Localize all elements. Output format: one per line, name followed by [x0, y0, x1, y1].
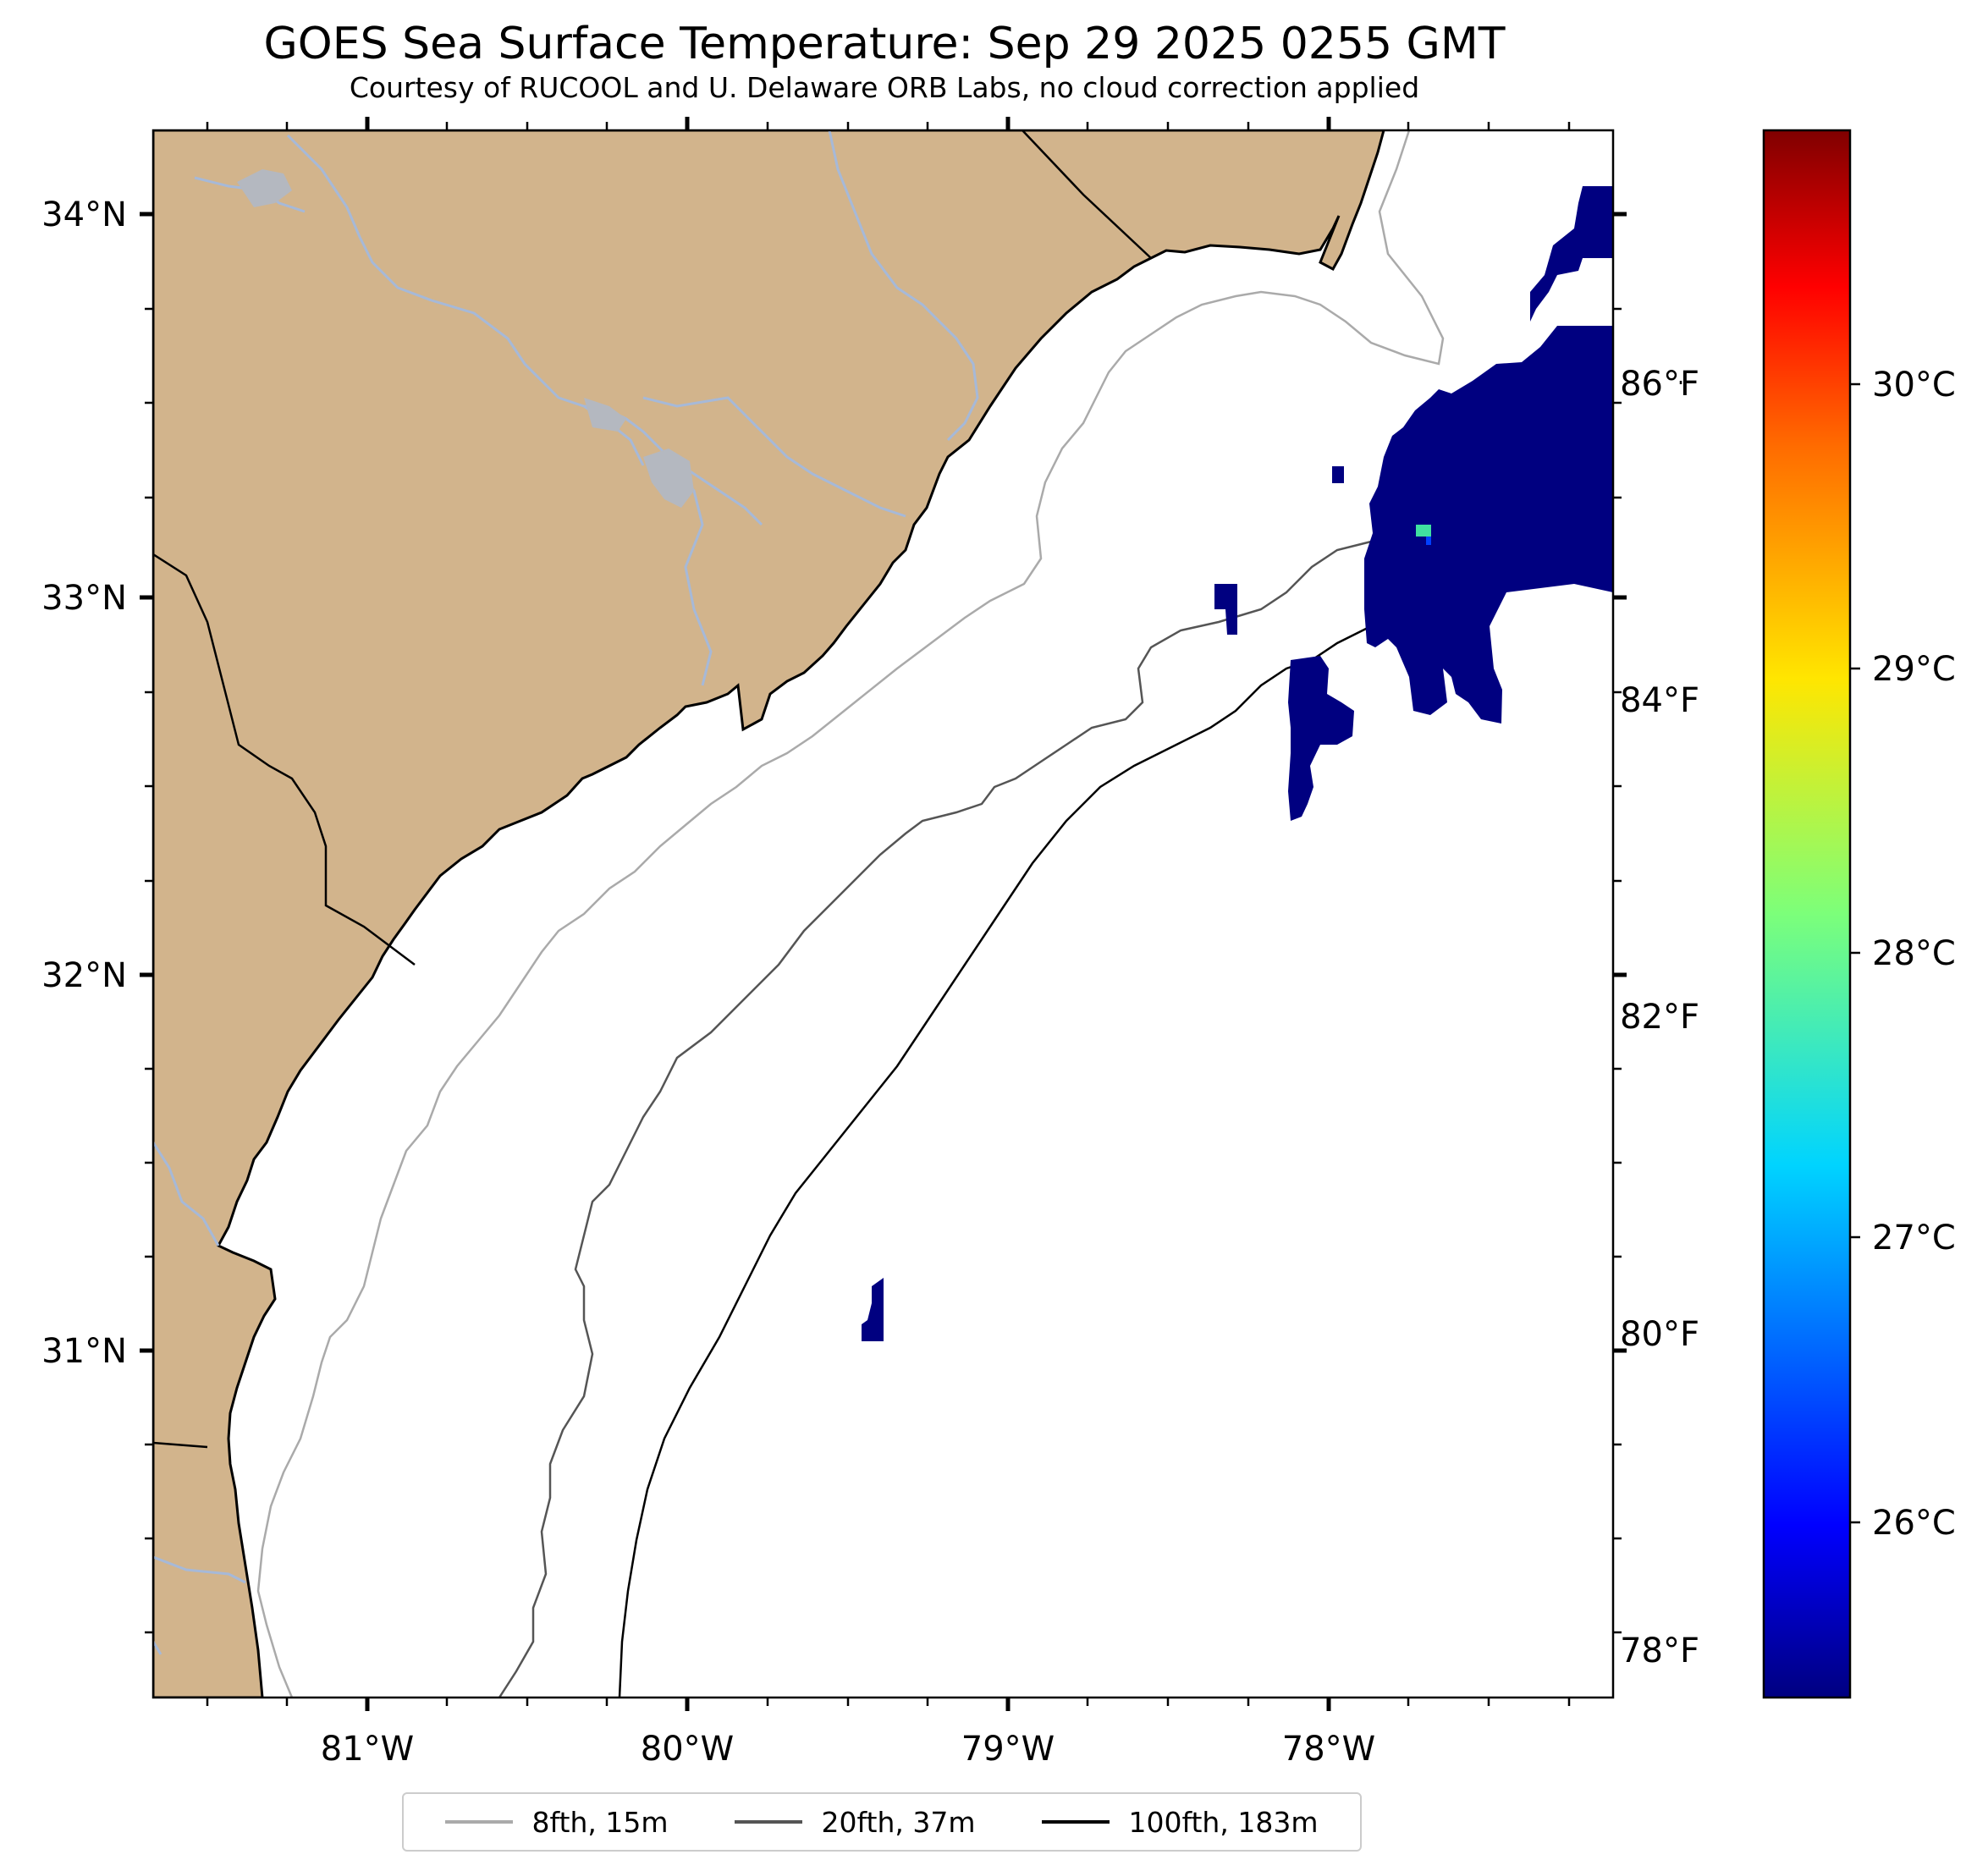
- reservoirs: [237, 169, 694, 508]
- lon-label: 78°W: [1282, 1730, 1375, 1769]
- lat-label: 31°N: [41, 1332, 127, 1371]
- legend-label: 100fth, 183m: [1128, 1805, 1319, 1839]
- map-subtitle: Courtesy of RUCOOL and U. Delaware ORB L…: [349, 71, 1420, 104]
- state-borders: [153, 130, 1152, 1449]
- lon-ticks: [206, 117, 1571, 1711]
- colorbar-ticks: [1850, 382, 1860, 1524]
- legend-swatch: [1042, 1820, 1110, 1824]
- lat-label: 34°N: [41, 195, 127, 234]
- lat-label: 33°N: [41, 579, 127, 618]
- lon-label: 81°W: [321, 1730, 414, 1769]
- celsius-label: 28°C: [1872, 934, 1956, 973]
- sst-patch-main: [1364, 326, 1613, 724]
- fahrenheit-label: 82°F: [1620, 998, 1699, 1037]
- map-frame: [151, 129, 1615, 1699]
- sst-patch-east: [1288, 656, 1354, 821]
- celsius-label: 30°C: [1872, 366, 1956, 404]
- land-mass: [153, 130, 1385, 1698]
- fahrenheit-label: 80°F: [1620, 1315, 1699, 1354]
- legend-item-20fth: 20fth, 37m: [735, 1806, 975, 1839]
- contour-8fth: [256, 130, 1445, 1698]
- legend-swatch: [735, 1820, 803, 1824]
- celsius-label: 26°C: [1872, 1504, 1956, 1543]
- legend-label: 20fth, 37m: [821, 1805, 976, 1839]
- lat-ticks: [140, 212, 1627, 1634]
- lat-label: 32°N: [41, 956, 127, 995]
- lon-label: 80°W: [641, 1730, 734, 1769]
- sst-mid-pixel: [1426, 537, 1431, 545]
- legend-item-100fth: 100fth, 183m: [1042, 1806, 1318, 1839]
- fahrenheit-label: 86°F: [1620, 365, 1699, 404]
- fahrenheit-label: 84°F: [1620, 681, 1699, 720]
- legend-item-8fth: 8fth, 15m: [445, 1805, 669, 1839]
- legend-label: 8fth, 15m: [531, 1805, 669, 1839]
- sst-patch-small-1: [1332, 466, 1344, 483]
- sst-patch-small-2: [1214, 584, 1237, 635]
- contour-20fth: [498, 363, 1613, 1698]
- celsius-label: 29°C: [1872, 650, 1956, 689]
- contour-legend: 8fth, 15m 20fth, 37m 100fth, 183m: [402, 1792, 1362, 1852]
- sst-warm-pixel: [1416, 525, 1431, 537]
- map-title: GOES Sea Surface Temperature: Sep 29 202…: [263, 19, 1506, 69]
- fahrenheit-label: 78°F: [1620, 1632, 1699, 1670]
- sst-patch-north: [1530, 186, 1613, 322]
- sst-observations: [862, 186, 1613, 1341]
- celsius-label: 27°C: [1872, 1219, 1956, 1257]
- lon-label: 79°W: [961, 1730, 1055, 1769]
- colorbar: [1762, 129, 1852, 1699]
- legend-swatch: [445, 1820, 514, 1824]
- sst-patch-offshore: [862, 1278, 884, 1341]
